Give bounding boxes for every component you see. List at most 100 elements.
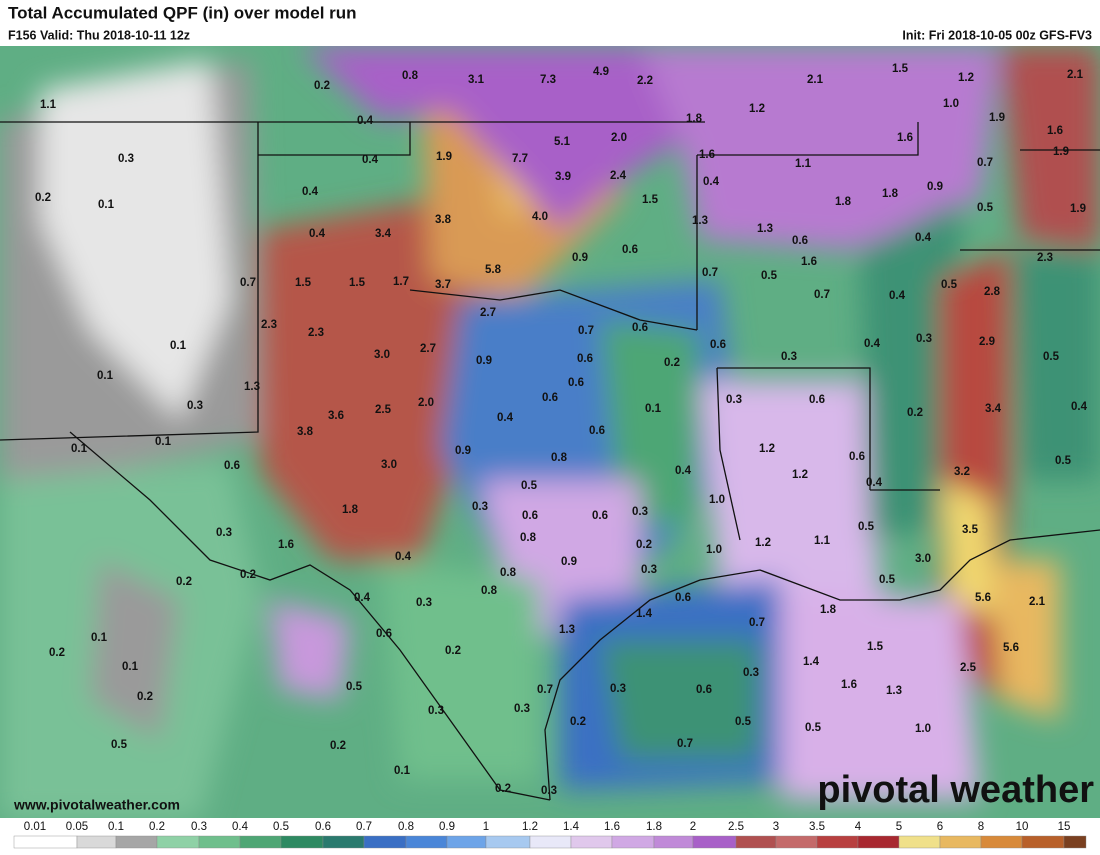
qpf-label: 0.9 bbox=[561, 556, 577, 568]
qpf-label: 0.1 bbox=[97, 370, 114, 382]
qpf-label: 0.1 bbox=[155, 436, 172, 448]
qpf-label: 0.4 bbox=[915, 232, 932, 244]
qpf-label: 0.4 bbox=[497, 412, 514, 424]
qpf-label: 0.3 bbox=[632, 506, 648, 518]
qpf-label: 3.9 bbox=[555, 171, 571, 183]
qpf-label: 0.6 bbox=[809, 394, 825, 406]
qpf-label: 1.2 bbox=[749, 103, 765, 115]
qpf-label: 0.3 bbox=[118, 153, 134, 165]
qpf-label: 2.1 bbox=[807, 74, 824, 86]
qpf-label: 0.3 bbox=[514, 703, 530, 715]
qpf-label: 1.4 bbox=[636, 608, 653, 620]
qpf-label: 0.5 bbox=[761, 270, 778, 282]
qpf-label: 0.7 bbox=[814, 289, 830, 301]
qpf-label: 3.8 bbox=[435, 214, 452, 226]
qpf-label: 4.0 bbox=[532, 211, 548, 223]
colorbar-label: 1.4 bbox=[563, 821, 580, 833]
qpf-label: 0.5 bbox=[977, 202, 994, 214]
colorbar-swatch bbox=[76, 835, 117, 849]
qpf-label: 3.1 bbox=[468, 74, 485, 86]
qpf-label: 2.0 bbox=[611, 132, 627, 144]
qpf-label: 0.2 bbox=[664, 357, 680, 369]
qpf-label: 0.6 bbox=[696, 684, 712, 696]
qpf-label: 0.6 bbox=[622, 244, 638, 256]
colorbar-swatch bbox=[156, 835, 200, 849]
qpf-label: 0.7 bbox=[240, 277, 256, 289]
qpf-label: 0.9 bbox=[927, 181, 943, 193]
qpf-label: 0.5 bbox=[941, 279, 958, 291]
colorbar-swatch bbox=[816, 835, 859, 849]
qpf-label: 0.8 bbox=[500, 567, 517, 579]
qpf-label: 1.8 bbox=[882, 188, 899, 200]
qpf-label: 1.3 bbox=[692, 215, 708, 227]
qpf-label: 2.1 bbox=[1029, 596, 1046, 608]
qpf-label: 0.5 bbox=[805, 722, 822, 734]
qpf-label: 0.5 bbox=[879, 574, 896, 586]
colorbar-label: 0.8 bbox=[398, 821, 414, 833]
qpf-label: 3.7 bbox=[435, 279, 451, 291]
qpf-label: 0.4 bbox=[357, 115, 374, 127]
qpf-label: 2.3 bbox=[308, 327, 324, 339]
colorbar-label: 0.4 bbox=[232, 821, 249, 833]
colorbar-label: 0.7 bbox=[356, 821, 372, 833]
qpf-label: 0.3 bbox=[187, 400, 203, 412]
qpf-label: 0.2 bbox=[137, 691, 153, 703]
qpf-label: 0.7 bbox=[749, 617, 765, 629]
qpf-label: 1.4 bbox=[803, 656, 820, 668]
qpf-label: 3.0 bbox=[374, 349, 390, 361]
map bbox=[0, 46, 1100, 818]
colorbar-swatch bbox=[775, 835, 818, 849]
qpf-label: 1.9 bbox=[989, 112, 1005, 124]
qpf-label: 1.5 bbox=[892, 63, 909, 75]
qpf-label: 3.6 bbox=[328, 410, 344, 422]
colorbar-swatch bbox=[485, 835, 531, 849]
qpf-label: 4.9 bbox=[593, 66, 609, 78]
qpf-label: 0.5 bbox=[346, 681, 363, 693]
qpf-label: 3.4 bbox=[985, 403, 1002, 415]
qpf-label: 0.1 bbox=[170, 340, 187, 352]
qpf-label: 0.9 bbox=[572, 252, 588, 264]
qpf-label: 0.4 bbox=[703, 176, 720, 188]
qpf-label: 1.1 bbox=[795, 158, 812, 170]
qpf-label: 0.2 bbox=[240, 569, 256, 581]
colorbar-swatch bbox=[735, 835, 777, 849]
qpf-label: 0.2 bbox=[636, 539, 652, 551]
qpf-label: 0.3 bbox=[641, 564, 657, 576]
qpf-label: 0.7 bbox=[702, 267, 718, 279]
colorbar-swatch bbox=[446, 835, 487, 849]
colorbar-swatch bbox=[115, 835, 158, 849]
qpf-label: 1.6 bbox=[897, 132, 913, 144]
qpf-label: 0.4 bbox=[864, 338, 881, 350]
qpf-label: 0.9 bbox=[476, 355, 492, 367]
qpf-label: 1.5 bbox=[642, 194, 659, 206]
header-bg bbox=[0, 0, 1100, 46]
qpf-label: 1.0 bbox=[709, 494, 725, 506]
qpf-label: 0.7 bbox=[537, 684, 553, 696]
colorbar-swatch bbox=[1021, 835, 1065, 849]
qpf-label: 1.6 bbox=[841, 679, 857, 691]
qpf-label: 0.1 bbox=[394, 765, 411, 777]
colorbar-label: 0.1 bbox=[108, 821, 124, 833]
colorbar-label: 1 bbox=[483, 821, 489, 833]
colorbar-label: 0.05 bbox=[66, 821, 88, 833]
qpf-label: 1.5 bbox=[295, 277, 312, 289]
colorbar-swatch bbox=[529, 835, 572, 849]
qpf-label: 0.6 bbox=[849, 451, 865, 463]
qpf-label: 2.7 bbox=[420, 343, 436, 355]
init-time: Init: Fri 2018-10-05 00z GFS-FV3 bbox=[902, 28, 1092, 42]
qpf-label: 0.6 bbox=[376, 628, 392, 640]
colorbar-swatch bbox=[280, 835, 324, 849]
qpf-label: 0.6 bbox=[577, 353, 593, 365]
qpf-label: 1.2 bbox=[792, 469, 808, 481]
qpf-label: 0.3 bbox=[416, 597, 432, 609]
colorbar-swatch bbox=[239, 835, 282, 849]
qpf-label: 1.8 bbox=[686, 113, 703, 125]
qpf-label: 0.2 bbox=[330, 740, 346, 752]
valid-time: F156 Valid: Thu 2018-10-11 12z bbox=[8, 28, 190, 42]
colorbar-swatch bbox=[322, 835, 365, 849]
qpf-label: 0.1 bbox=[91, 632, 108, 644]
qpf-label: 1.6 bbox=[278, 539, 294, 551]
qpf-label: 3.0 bbox=[915, 553, 931, 565]
qpf-label: 2.1 bbox=[1067, 69, 1084, 81]
